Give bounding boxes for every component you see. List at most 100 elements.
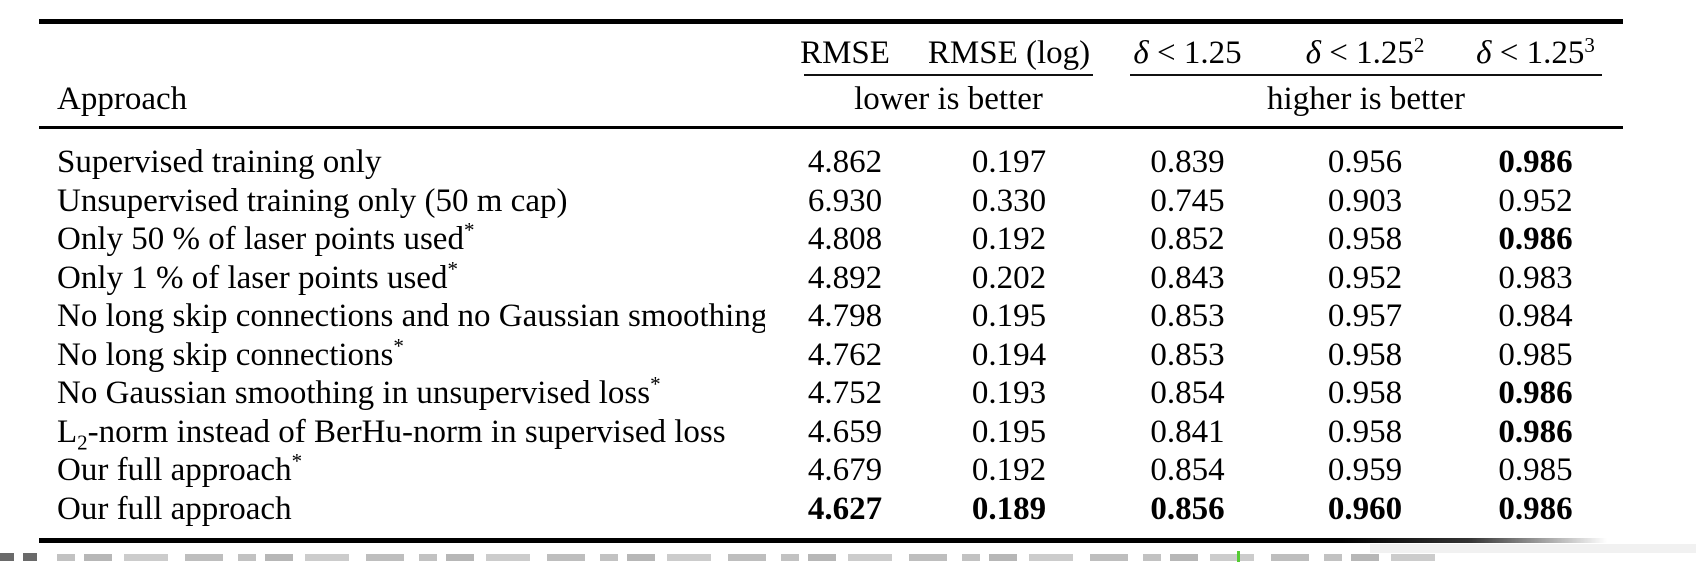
value-cell: 0.839 [1150,144,1225,180]
lower-group-underline [804,74,1093,76]
table-row: Only 1 % of laser points used* 4.892 0.202… [39,259,1623,298]
value-cell: 4.659 [807,413,883,450]
value-cell: 6.930 [807,182,883,219]
table-top-rule [39,19,1623,24]
value-cell: 4.808 [807,221,883,257]
value-cell: 0.903 [1327,182,1403,219]
value-cell: 4.752 [807,375,883,411]
value-cell: 0.745 [1150,182,1225,219]
ablation-star-marker: * [447,258,458,281]
value-cell: 0.854 [1150,375,1225,411]
higher-group-underline [1130,74,1602,76]
table-row: L2-norm instead of BerHu-norm in supervi… [39,413,1623,452]
value-cell: 0.194 [971,336,1047,373]
approach-cell: No long skip connections and no Gaussian… [39,297,765,336]
approach-label: Our full approach [57,452,292,488]
table-row: No long skip connections* 4.762 0.194 0.853… [39,336,1623,375]
value-cell: 0.986 [1498,221,1573,257]
sub-header-row: Approach lower is better higher is bette… [39,79,1623,119]
column-header-rmse-log: RMSE (log) [927,35,1091,71]
approach-label: Only 1 % of laser points used [57,259,448,296]
value-cell: 4.627 [807,490,883,527]
caption-fragment-dark [0,553,46,561]
value-cell: 0.330 [971,182,1047,219]
value-cell: 4.862 [807,144,883,180]
table-row: Our full approach* 4.679 0.192 0.854 0.959 0.… [39,451,1623,490]
results-table: RMSE RMSE (log) δ < 1.25 δ < 1.252 δ < 1… [39,0,1623,562]
approach-label: Supervised training only [57,144,382,180]
value-cell: 0.853 [1150,298,1225,334]
header-separator-rule [39,126,1623,129]
value-cell: 0.843 [1150,259,1225,296]
table-body: Supervised training only 4.862 0.197 0.839 0… [39,143,1623,528]
approach-cell: L2-norm instead of BerHu-norm in supervi… [57,413,726,452]
approach-cell: Only 1 % of laser points used* [39,259,765,298]
ablation-star-marker: * [463,220,475,242]
approach-cell: Only 50 % of laser points used* [39,220,765,259]
value-cell: 0.854 [1150,452,1225,488]
value-cell: 4.679 [807,452,883,488]
table-row: Our full approach 4.627 0.189 0.856 0.960 0.9… [39,490,1623,529]
value-cell: 0.202 [971,259,1047,296]
table-row: No Gaussian smoothing in unsupervised lo… [39,374,1623,413]
value-cell: 0.853 [1150,336,1225,373]
approach-label: -norm instead of BerHu-norm in supervise… [87,413,726,450]
value-cell: 0.195 [971,413,1047,450]
value-cell: 0.986 [1498,490,1573,527]
column-header-delta2: δ < 1.252 [1305,33,1425,71]
higher-is-better-note: higher is better [1267,81,1465,117]
value-cell: 0.952 [1498,182,1573,219]
table-row: Supervised training only 4.862 0.197 0.839 0… [39,143,1623,182]
approach-header: Approach [57,81,188,117]
value-cell: 0.193 [971,375,1047,411]
ablation-star-marker: * [650,374,661,396]
value-cell: 0.986 [1498,144,1573,180]
value-cell: 0.957 [1327,298,1403,334]
value-cell: 0.856 [1150,490,1225,527]
value-cell: 0.986 [1498,375,1573,411]
value-cell: 0.189 [971,490,1047,527]
value-cell: 0.952 [1327,259,1403,296]
approach-header-spacer [39,34,765,75]
approach-cell: No long skip connections* [39,336,765,375]
value-cell: 0.195 [971,298,1047,334]
value-cell: 0.958 [1327,413,1403,450]
approach-label: Unsupervised training only (50 m cap) [57,182,568,219]
approach-label: No Gaussian smoothing in unsupervised lo… [57,375,651,411]
table-row: Unsupervised training only (50 m cap) 6.9… [39,182,1623,221]
approach-label: Our full approach [57,490,292,527]
value-cell: 0.960 [1327,490,1403,527]
column-header-delta3: δ < 1.253 [1476,33,1595,71]
value-cell: 0.959 [1327,452,1403,488]
table-row: No long skip connections and no Gaussian… [39,297,1623,336]
table-row: Only 50 % of laser points used* 4.808 0.19… [39,220,1623,259]
caption-highlight-panel [1370,544,1696,553]
value-cell: 0.958 [1327,221,1403,257]
value-cell: 0.956 [1327,144,1403,180]
value-cell: 0.192 [971,221,1047,257]
column-header-delta1: δ < 1.25 [1133,35,1242,71]
caption-fragment-strip [57,554,1450,561]
value-cell: 4.798 [807,298,883,334]
approach-cell: Supervised training only [39,143,765,182]
value-cell: 0.983 [1498,259,1573,296]
approach-cell: Our full approach [39,490,765,529]
green-cursor-mark [1237,551,1240,562]
value-cell: 0.841 [1150,413,1225,450]
value-cell: 0.986 [1498,413,1573,450]
column-header-rmse: RMSE [800,35,890,71]
metric-header-row: RMSE RMSE (log) δ < 1.25 δ < 1.252 δ < 1… [39,33,1623,75]
approach-label: No long skip connections [57,336,394,373]
value-cell: 0.958 [1327,336,1403,373]
approach-cell: Our full approach* [39,451,765,490]
ablation-star-marker: * [393,335,404,358]
lower-is-better-note: lower is better [854,81,1043,117]
value-cell: 0.958 [1327,375,1403,411]
approach-label: Only 50 % of laser points used [57,221,464,257]
value-cell: 0.984 [1498,298,1573,334]
ablation-star-marker: * [291,451,303,473]
value-cell: 0.852 [1150,221,1225,257]
value-cell: 4.762 [807,336,883,373]
approach-cell: No Gaussian smoothing in unsupervised lo… [39,374,765,413]
value-cell: 0.985 [1498,336,1573,373]
